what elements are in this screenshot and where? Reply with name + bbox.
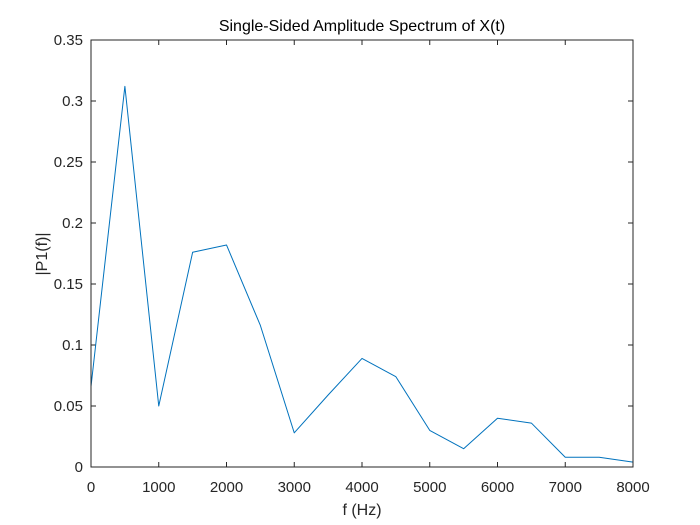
- y-tick-label: 0.35: [54, 32, 83, 49]
- x-tick-label: 3000: [278, 479, 311, 496]
- x-tick-label: 8000: [616, 479, 649, 496]
- plot-background: [91, 40, 633, 467]
- x-tick-label: 5000: [413, 479, 446, 496]
- x-axis-ticks: 0 1000 2000 3000 4000 5000 6000 7000 8000: [87, 40, 650, 496]
- y-axis-ticks: 0 0.05 0.1 0.15 0.2 0.25 0.3 0.35: [54, 32, 633, 476]
- y-tick-label: 0.05: [54, 398, 83, 415]
- x-axis-label: f (Hz): [342, 502, 381, 519]
- y-tick-label: 0.3: [62, 93, 83, 110]
- x-tick-label: 2000: [210, 479, 243, 496]
- y-tick-label: 0: [75, 459, 83, 476]
- x-tick-label: 0: [87, 479, 95, 496]
- x-tick-label: 6000: [481, 479, 514, 496]
- chart-title: Single-Sided Amplitude Spectrum of X(t): [219, 18, 505, 35]
- plot-frame: [90, 39, 634, 468]
- y-tick-label: 0.25: [54, 154, 83, 171]
- x-tick-label: 7000: [549, 479, 582, 496]
- y-tick-label: 0.15: [54, 276, 83, 293]
- y-tick-label: 0.2: [62, 215, 83, 232]
- x-tick-label: 1000: [142, 479, 175, 496]
- x-tick-label: 4000: [345, 479, 378, 496]
- y-tick-label: 0.1: [62, 337, 83, 354]
- y-axis-label: |P1(f)|: [34, 233, 51, 276]
- series-line: [90, 85, 634, 463]
